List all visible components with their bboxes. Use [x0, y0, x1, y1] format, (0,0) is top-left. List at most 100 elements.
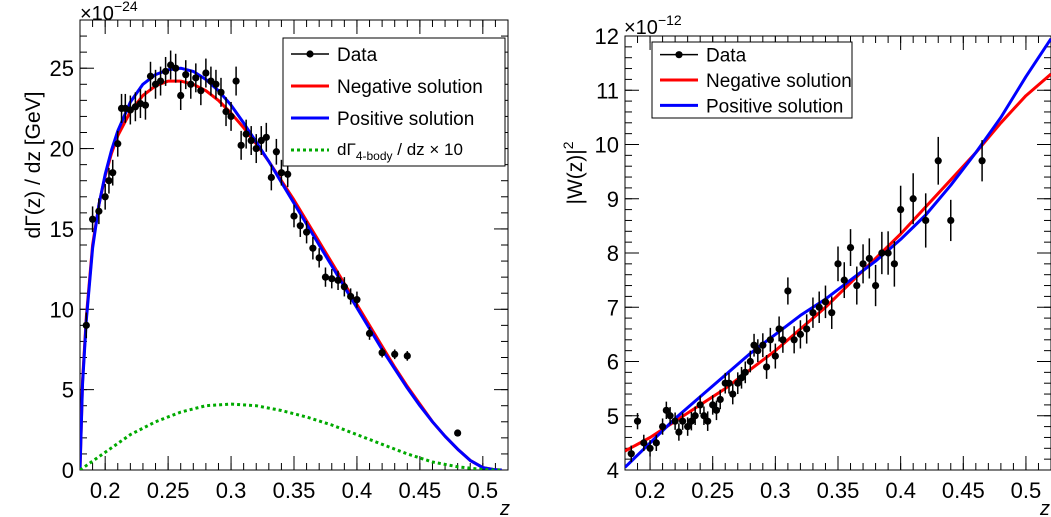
data-point — [746, 357, 754, 366]
data-point — [828, 309, 836, 317]
data-point — [671, 417, 679, 425]
x-tick-label: 0.4 — [342, 478, 373, 503]
data-point — [232, 77, 240, 85]
data-point — [675, 428, 683, 436]
data-point — [156, 77, 165, 85]
data-point — [779, 336, 787, 344]
data-point — [172, 64, 180, 72]
data-point — [709, 401, 717, 409]
y-tick-label: 10 — [595, 133, 619, 158]
data-point — [202, 69, 210, 77]
x-tick-label: 0.5 — [468, 478, 499, 503]
data-point — [922, 216, 930, 225]
axis-exponent-power: −24 — [114, 0, 138, 14]
data-point — [105, 177, 113, 185]
x-tick-label: 0.3 — [216, 478, 247, 503]
legend-box — [282, 37, 506, 167]
data-point — [88, 215, 97, 223]
data-point — [82, 321, 90, 329]
data-point — [762, 363, 771, 371]
data-point — [775, 325, 783, 333]
legend-label: Positive solution — [706, 96, 843, 117]
y-tick-label: 25 — [50, 56, 74, 81]
data-point — [750, 341, 758, 349]
x-tick-label: 0.25 — [691, 478, 734, 503]
y-tick-label: 15 — [50, 217, 74, 242]
y-tick-label: 4 — [607, 458, 619, 483]
data-point — [716, 395, 724, 404]
y-axis-title: |W(z)|2 — [560, 141, 587, 204]
data-point — [290, 212, 298, 220]
left-chart-panel: 0.2 0.25 0.3 0.35 0.4 0.45 0.5 0 5 10 15 20 25 ×10−24… — [22, 0, 510, 517]
data-point — [796, 330, 805, 338]
data-point — [696, 401, 704, 409]
plot-area — [80, 50, 502, 470]
data-point — [859, 260, 867, 268]
data-point — [640, 439, 648, 447]
data-point — [712, 406, 721, 414]
y-tick-label: 5 — [607, 404, 619, 429]
data-point — [146, 72, 155, 80]
x-tick-label: 0.2 — [635, 478, 666, 503]
data-point — [141, 101, 150, 109]
data-point — [242, 130, 250, 138]
right-chart-panel: 0.2 0.25 0.3 0.35 0.4 0.45 0.5 4 5 6 7 8 9 10 11 12 ×10−… — [560, 12, 1051, 517]
data-point — [217, 88, 225, 96]
y-tick-label: 10 — [50, 297, 74, 322]
data-point — [662, 406, 670, 414]
legend-marker-point — [306, 50, 314, 58]
x-tick-label: 0.45 — [398, 478, 441, 503]
data-point — [627, 450, 635, 458]
series-line-positive-solution — [80, 66, 502, 470]
data-point — [328, 275, 336, 283]
legend-label: Data — [337, 45, 378, 66]
data-point — [277, 169, 286, 177]
data-point — [704, 417, 712, 425]
x-tick-label: 0.35 — [273, 478, 316, 503]
axis-exponent-power: −12 — [658, 12, 682, 28]
y-tick-label: 9 — [607, 187, 619, 212]
axis-exponent-label: ×10−24 — [80, 0, 138, 25]
data-point — [378, 349, 386, 357]
data-point — [897, 206, 905, 214]
data-point — [754, 347, 762, 355]
data-point — [815, 303, 823, 311]
data-point — [347, 292, 355, 301]
data-point — [687, 417, 696, 425]
data-point — [666, 412, 674, 420]
x-tick-label: 0.45 — [942, 478, 985, 503]
data-point — [222, 108, 230, 116]
data-point — [790, 336, 798, 344]
data-point — [109, 169, 117, 177]
y-tick-label: 11 — [596, 78, 619, 103]
data-point — [262, 133, 270, 141]
data-point — [403, 352, 411, 360]
data-point — [737, 374, 746, 382]
x-axis-title: z — [1039, 498, 1050, 517]
data-point — [114, 140, 122, 148]
data-point — [454, 429, 462, 437]
data-point — [884, 249, 892, 257]
data-point — [821, 298, 830, 306]
y-tick-label: 12 — [595, 24, 619, 49]
data-point — [334, 276, 342, 284]
series-line-positive-solution — [625, 37, 1051, 469]
data-point — [766, 336, 774, 344]
data-point — [309, 244, 317, 252]
data-point — [272, 148, 280, 156]
data-point — [302, 228, 311, 236]
data-point — [840, 276, 848, 284]
legend-label: Data — [706, 46, 747, 67]
y-axis-title-power: 2 — [560, 141, 576, 149]
legend-label-tail: / dz × 10 — [393, 140, 463, 159]
data-point — [284, 170, 292, 178]
data-point — [227, 112, 235, 121]
data-point — [95, 207, 103, 215]
data-point — [734, 379, 742, 387]
data-point — [759, 341, 767, 349]
data-point — [700, 412, 708, 420]
data-point — [252, 144, 260, 153]
data-point — [978, 157, 986, 165]
